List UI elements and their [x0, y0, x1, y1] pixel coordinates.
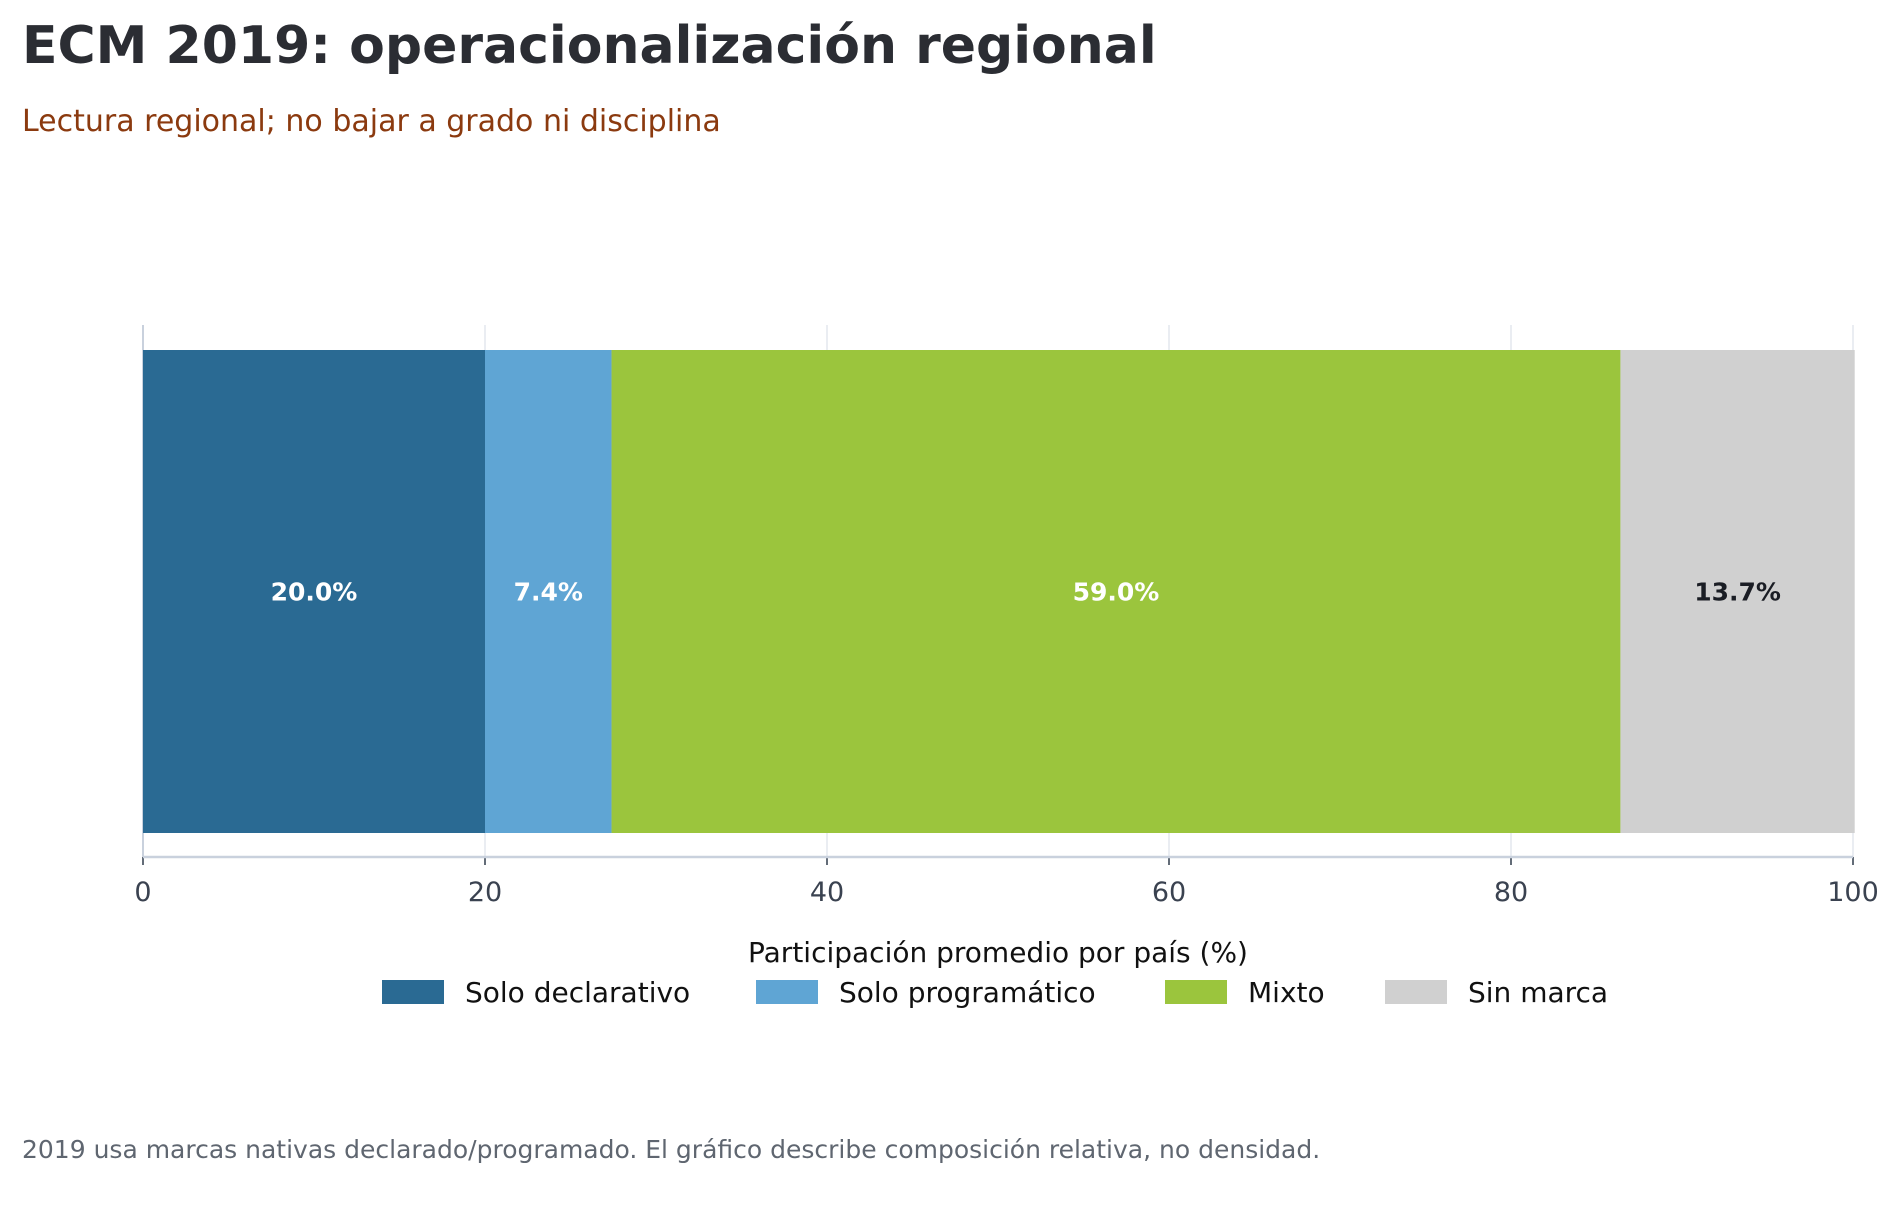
legend-label: Solo programático — [839, 976, 1096, 1009]
legend-swatch — [382, 980, 444, 1004]
legend-label: Mixto — [1248, 976, 1325, 1009]
bar-segment — [1620, 350, 1855, 833]
chart-subtitle: Lectura regional; no bajar a grado ni di… — [22, 104, 721, 139]
legend-swatch — [1385, 980, 1447, 1004]
bar-segment — [143, 350, 485, 833]
x-tick-label: 100 — [1827, 877, 1879, 908]
bar-data-label: 13.7% — [1694, 578, 1781, 607]
stacked-bar-chart: 0 20 40 60 80 100 20.0% 7.4% 59.0% 13.7% Participa… — [134, 325, 1879, 1009]
x-tick-label: 40 — [810, 877, 844, 908]
bar-segment — [485, 350, 612, 833]
x-axis-label: Participación promedio por país (%) — [748, 936, 1248, 969]
legend-label: Sin marca — [1468, 976, 1608, 1009]
x-tick-label: 80 — [1494, 877, 1528, 908]
legend-swatch — [756, 980, 818, 1004]
legend-label: Solo declarativo — [465, 976, 690, 1009]
legend-swatch — [1165, 980, 1227, 1004]
bar-data-label: 59.0% — [1073, 578, 1160, 607]
bar-data-label: 7.4% — [514, 578, 583, 607]
bar-segment — [611, 350, 1621, 833]
bar-data-label: 20.0% — [271, 578, 358, 607]
x-tick-label: 0 — [134, 877, 151, 908]
x-tick-label: 60 — [1152, 877, 1186, 908]
chart-title: ECM 2019: operacionalización regional — [22, 16, 1157, 76]
x-tick-label: 20 — [468, 877, 502, 908]
footnote: 2019 usa marcas nativas declarado/progra… — [22, 1135, 1321, 1164]
